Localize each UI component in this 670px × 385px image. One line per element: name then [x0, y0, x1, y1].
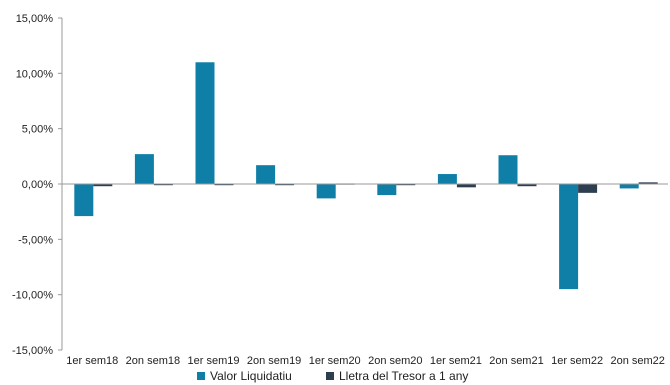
x-axis-tick-labels: 1er sem18 2on sem18 1er sem19 2on sem19 1er …	[66, 355, 665, 367]
bar-lletra-tresor	[456, 184, 476, 188]
legend-label: Lletra del Tresor a 1 any	[339, 369, 468, 383]
x-tick-label: 2on sem19	[247, 355, 301, 367]
bar-lletra-tresor	[578, 184, 598, 193]
bar-lletra-tresor	[396, 184, 416, 186]
y-axis-tick-labels: -15,00% -10,00% -5,00% 0,00% 5,00% 10,00% 15,0…	[12, 13, 53, 357]
x-tick-label: 2on sem22	[610, 355, 664, 367]
bar-valor-liquidatiu	[559, 184, 579, 290]
y-tick-label: 15,00%	[16, 13, 54, 25]
bar-lletra-tresor	[517, 184, 537, 187]
y-tick-label: -5,00%	[18, 234, 53, 246]
legend-swatch	[326, 372, 334, 380]
legend: Valor Liquidatiu Lletra del Tresor a 1 an…	[197, 369, 468, 383]
bar-lletra-tresor	[275, 184, 295, 186]
legend-label: Valor Liquidatiu	[210, 369, 292, 383]
bar-lletra-tresor	[153, 184, 173, 186]
bar-lletra-tresor	[214, 184, 234, 186]
bars-group	[74, 62, 658, 290]
bar-valor-liquidatiu	[256, 165, 276, 184]
x-tick-label: 2on sem21	[489, 355, 543, 367]
y-tick-label: 0,00%	[22, 179, 53, 191]
bar-valor-liquidatiu	[316, 184, 336, 199]
x-tick-label: 1er sem21	[430, 355, 482, 367]
x-tick-label: 2on sem18	[126, 355, 180, 367]
bar-valor-liquidatiu	[74, 184, 94, 217]
x-tick-label: 1er sem19	[188, 355, 240, 367]
bar-valor-liquidatiu	[195, 62, 215, 185]
y-tick-label: 10,00%	[16, 68, 54, 80]
y-tick-label: -15,00%	[12, 345, 53, 357]
x-tick-label: 1er sem22	[551, 355, 603, 367]
y-tick-label: 5,00%	[22, 124, 53, 136]
x-tick-label: 2on sem20	[368, 355, 422, 367]
bar-valor-liquidatiu	[498, 155, 518, 184]
bar-valor-liquidatiu	[437, 174, 457, 184]
y-tick-label: -10,00%	[12, 290, 53, 302]
axes-group	[58, 17, 668, 351]
legend-swatch	[197, 372, 205, 380]
x-tick-label: 1er sem20	[309, 355, 361, 367]
bar-lletra-tresor	[638, 182, 658, 184]
bar-valor-liquidatiu	[377, 184, 397, 196]
bar-valor-liquidatiu	[619, 184, 639, 189]
bar-valor-liquidatiu	[134, 154, 154, 184]
bar-lletra-tresor	[93, 184, 113, 187]
x-tick-label: 1er sem18	[66, 355, 118, 367]
